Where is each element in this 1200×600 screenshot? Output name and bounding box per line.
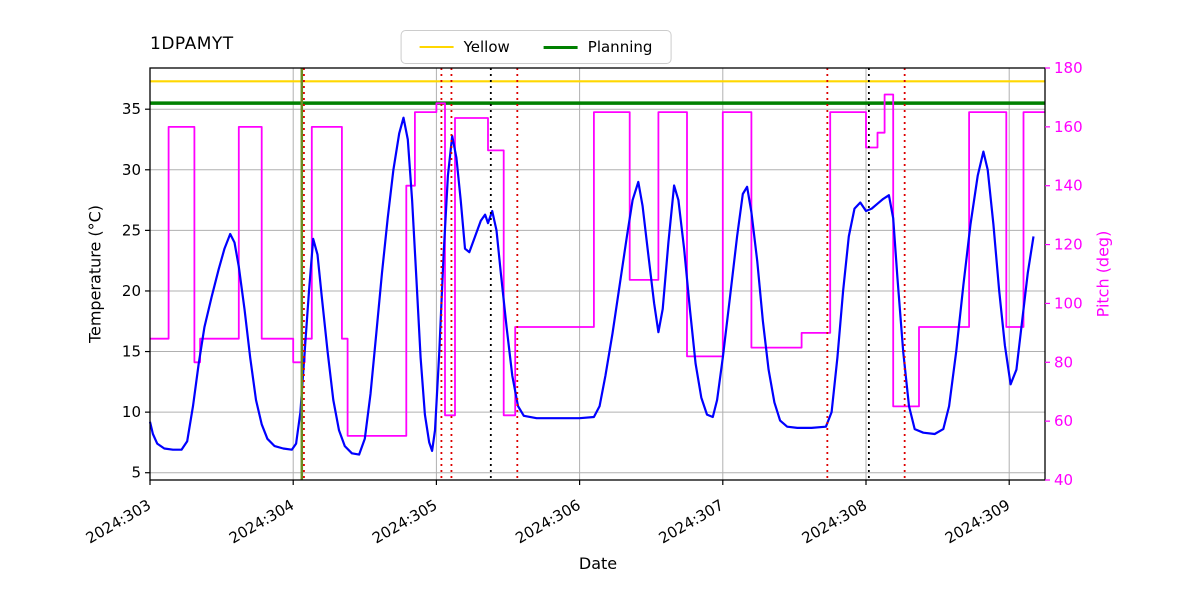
svg-text:2024:306: 2024:306 — [512, 496, 583, 548]
svg-text:2024:303: 2024:303 — [83, 496, 154, 548]
svg-text:120: 120 — [1054, 236, 1083, 254]
y-tick-labels-right: 40 60 80 100 120 140 160 180 — [1054, 59, 1083, 489]
svg-text:60: 60 — [1054, 412, 1073, 430]
grid — [149, 68, 1045, 480]
yellow-line-swatch — [419, 46, 454, 48]
x-tick-labels: 2024:303 2024:304 2024:305 2024:306 2024:307… — [83, 496, 1013, 548]
svg-text:2024:305: 2024:305 — [369, 496, 440, 548]
svg-text:2024:308: 2024:308 — [799, 496, 870, 548]
threshold-lines — [150, 80, 1045, 105]
svg-text:35: 35 — [122, 100, 141, 118]
event-vlines — [300, 68, 906, 480]
planning-line-swatch — [543, 45, 578, 49]
svg-text:2024:307: 2024:307 — [656, 496, 727, 548]
svg-text:30: 30 — [122, 161, 141, 179]
pitch-series — [150, 93, 1045, 437]
legend-label-yellow: Yellow — [463, 38, 510, 56]
legend-item-planning: Planning — [543, 38, 653, 56]
svg-text:180: 180 — [1054, 59, 1083, 77]
svg-text:25: 25 — [122, 221, 141, 239]
y-tick-labels-left: 5 10 15 20 25 30 35 — [122, 100, 141, 482]
svg-text:15: 15 — [122, 343, 141, 361]
svg-text:10: 10 — [122, 403, 141, 421]
temperature-series — [148, 116, 1035, 456]
svg-text:160: 160 — [1054, 118, 1083, 136]
chart-title: 1DPAMYT — [150, 34, 234, 54]
svg-text:40: 40 — [1054, 471, 1073, 489]
svg-text:5: 5 — [131, 464, 141, 482]
legend-label-planning: Planning — [587, 38, 653, 56]
svg-text:100: 100 — [1054, 294, 1083, 312]
svg-text:140: 140 — [1054, 177, 1083, 195]
svg-text:80: 80 — [1054, 353, 1073, 371]
x-axis-label: Date — [578, 554, 618, 573]
legend-item-yellow: Yellow — [419, 38, 510, 56]
svg-text:2024:309: 2024:309 — [942, 496, 1013, 548]
svg-text:2024:304: 2024:304 — [226, 496, 297, 548]
y-axis-label-right: Pitch (deg) — [1093, 230, 1113, 318]
axes-frame — [145, 67, 1050, 485]
svg-text:20: 20 — [122, 282, 141, 300]
series — [148, 93, 1045, 456]
y-axis-label-left: Temperature (°C) — [85, 204, 105, 344]
legend: Yellow Planning — [400, 30, 672, 64]
